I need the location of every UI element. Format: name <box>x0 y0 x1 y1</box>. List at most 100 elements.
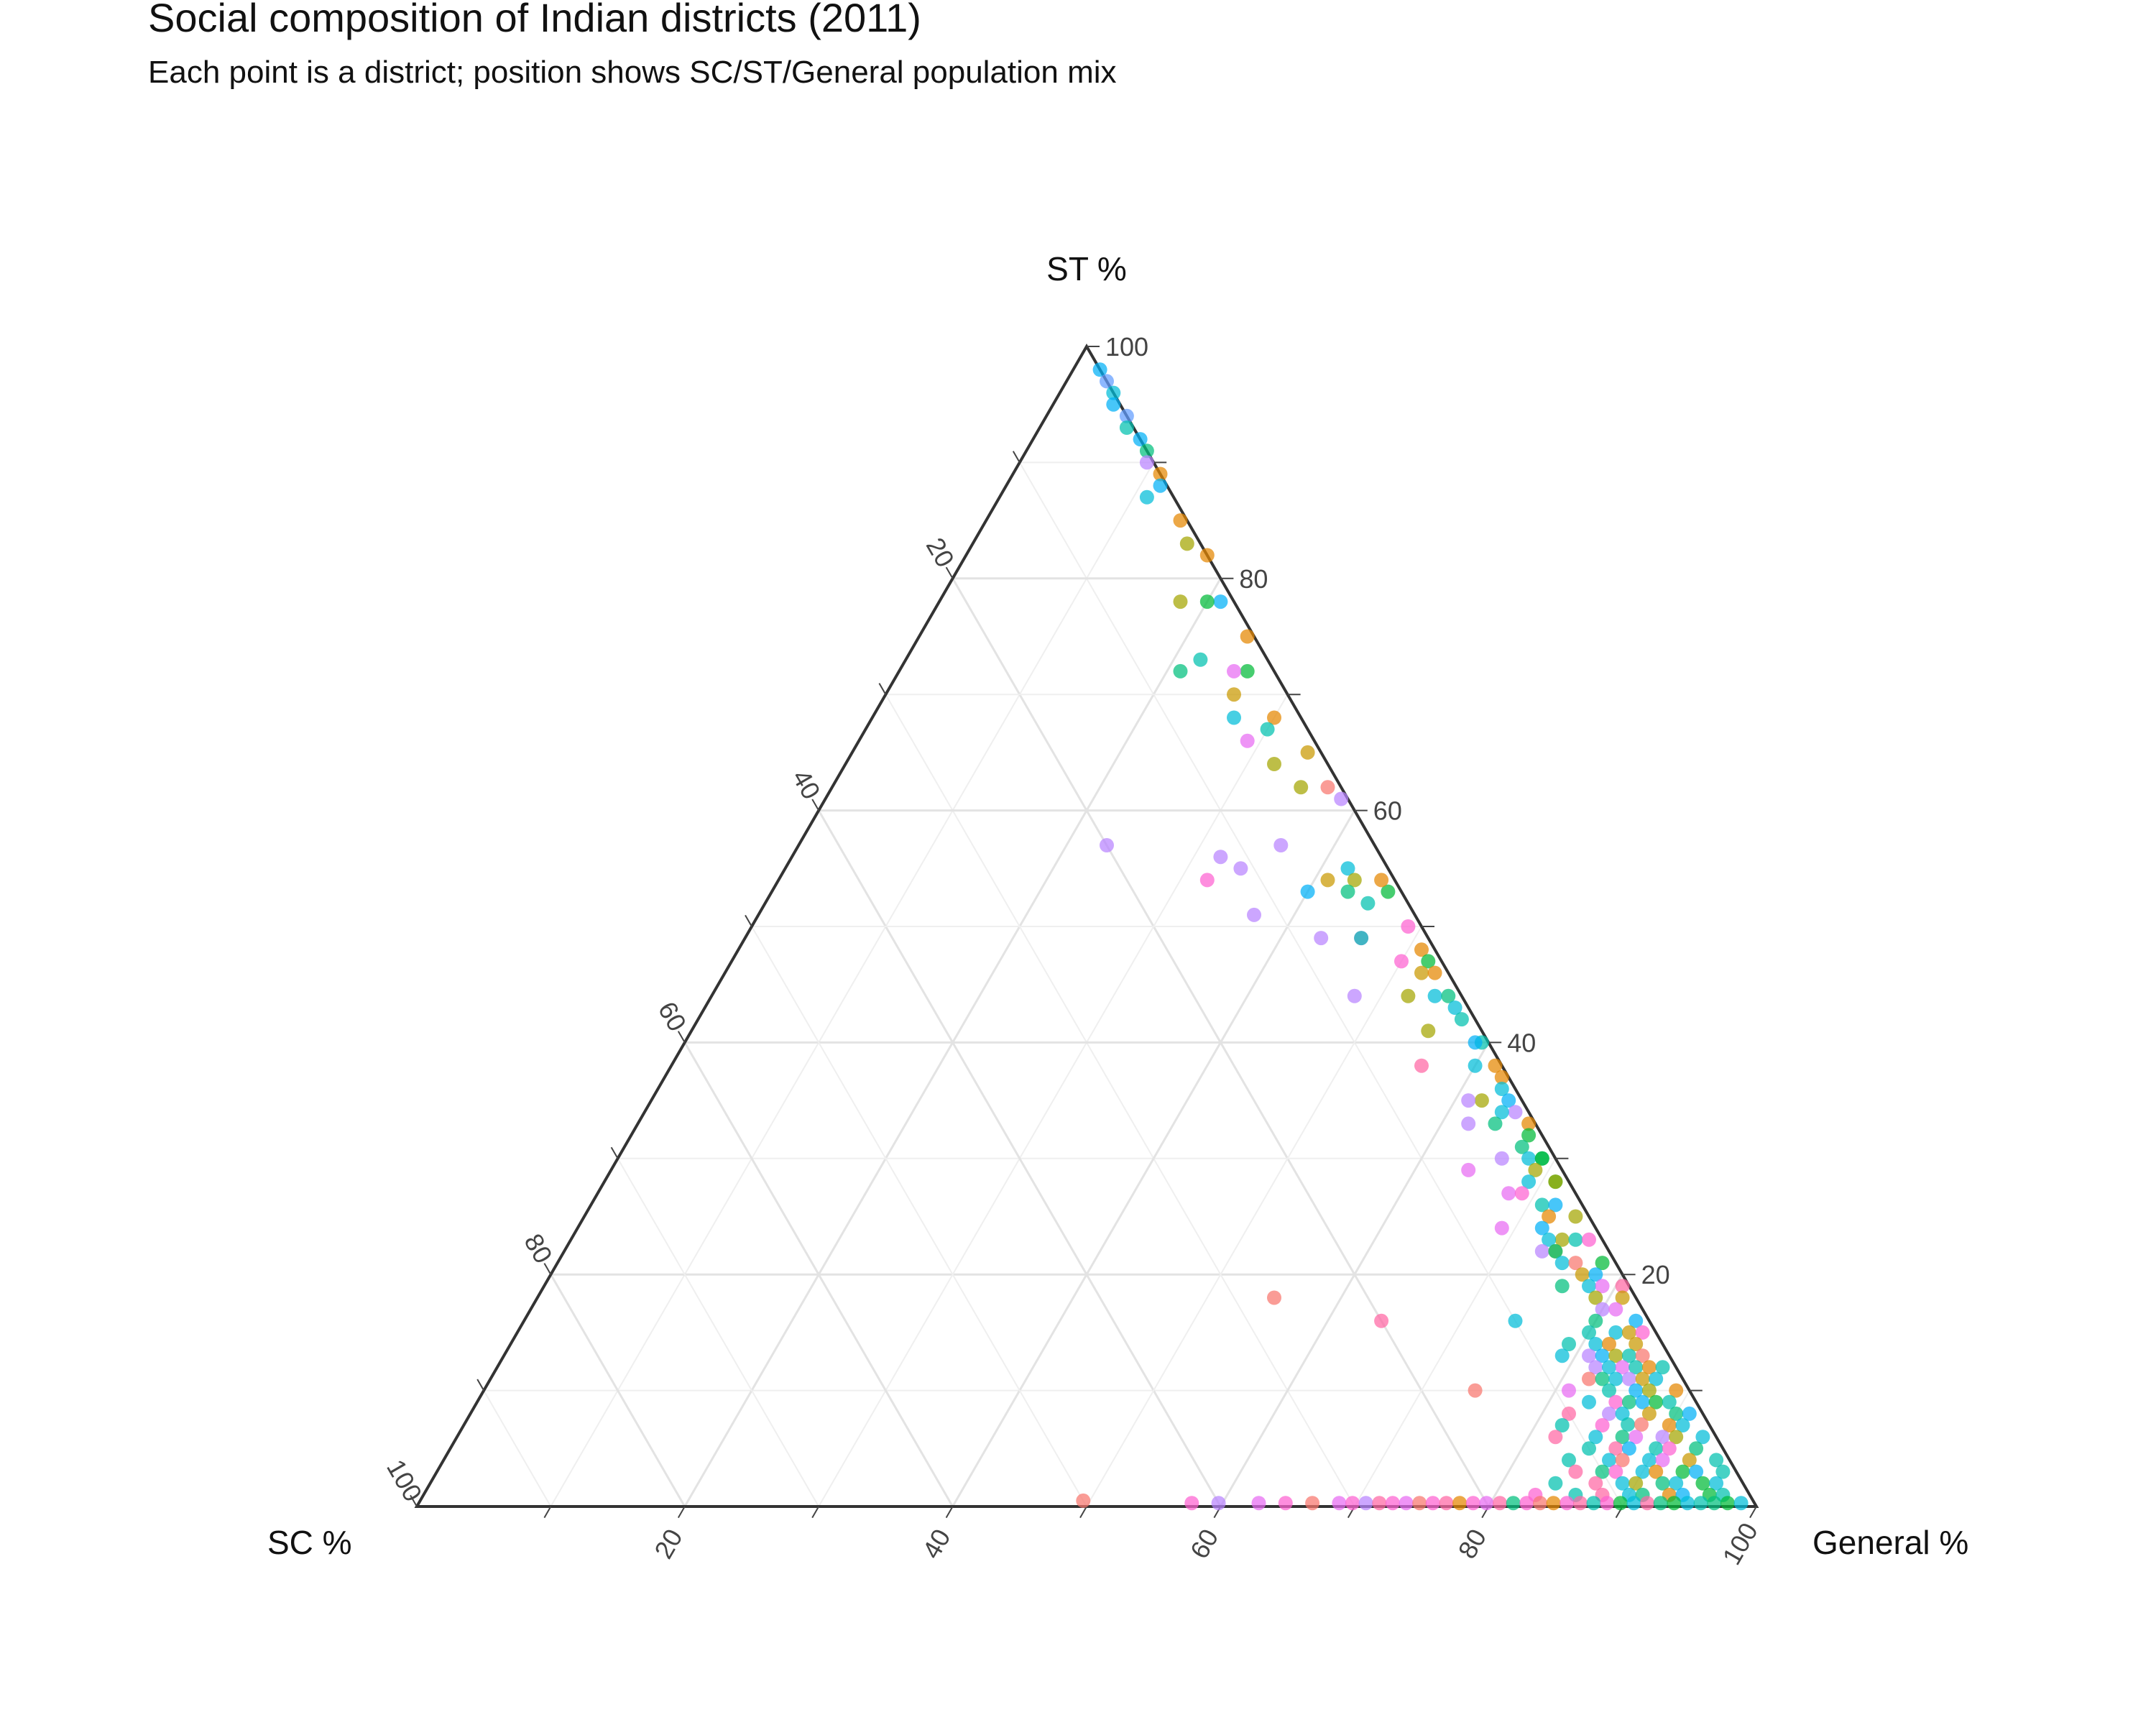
tick-label-general-80: 80 <box>1452 1524 1493 1563</box>
district-point-66 <box>1414 1058 1429 1073</box>
grid-line-sc-60 <box>683 1041 954 1507</box>
district-point-49 <box>1354 931 1369 946</box>
district-point-107 <box>1575 1267 1590 1282</box>
district-point-101 <box>1534 1243 1549 1259</box>
tick-label-sc-40: 40 <box>786 765 826 804</box>
district-point-126 <box>1562 1337 1576 1351</box>
district-point-115 <box>1615 1290 1630 1305</box>
district-point-230 <box>1425 1496 1440 1511</box>
right-axis-label: General % <box>1812 1524 1968 1561</box>
district-point-140 <box>1641 1360 1657 1375</box>
district-point-18 <box>1240 629 1255 644</box>
district-point-20 <box>1173 663 1188 678</box>
district-point-192 <box>1568 1464 1583 1479</box>
district-point-224 <box>1345 1496 1360 1511</box>
district-point-5 <box>1119 420 1134 435</box>
district-point-26 <box>1260 722 1275 737</box>
district-point-71 <box>1501 1093 1516 1108</box>
district-point-207 <box>1709 1476 1724 1491</box>
tick-sc-70 <box>610 1146 619 1159</box>
district-point-247 <box>1653 1496 1668 1511</box>
district-point-42 <box>1300 884 1315 899</box>
district-point-223 <box>1332 1496 1347 1511</box>
district-point-251 <box>1707 1496 1722 1511</box>
grid-line-general-70 <box>1353 1158 1557 1507</box>
district-point-123 <box>1608 1325 1623 1340</box>
district-point-88 <box>1548 1174 1563 1190</box>
tick-label-sc-80: 80 <box>518 1228 558 1268</box>
district-point-166 <box>1554 1418 1570 1432</box>
district-point-95 <box>1494 1220 1509 1236</box>
district-point-103 <box>1548 1243 1563 1259</box>
tick-general-100 <box>1749 1506 1757 1519</box>
district-point-219 <box>1211 1496 1226 1511</box>
district-point-19 <box>1193 652 1208 667</box>
district-point-177 <box>1669 1430 1684 1445</box>
left-axis-label: SC % <box>267 1524 352 1561</box>
district-point-125 <box>1635 1325 1650 1340</box>
district-point-164 <box>1669 1406 1684 1421</box>
district-point-99 <box>1568 1232 1583 1247</box>
district-point-79 <box>1514 1139 1529 1154</box>
district-point-39 <box>1347 873 1362 888</box>
tick-sc-80 <box>543 1263 552 1275</box>
grid-line-sc-70 <box>617 1158 820 1507</box>
district-point-78 <box>1521 1128 1537 1143</box>
district-point-60 <box>1447 1000 1462 1015</box>
district-point-120 <box>1588 1313 1603 1328</box>
district-point-8 <box>1139 455 1154 470</box>
district-point-100 <box>1582 1232 1596 1247</box>
tick-label-sc-20: 20 <box>921 533 961 572</box>
district-point-118 <box>1374 1313 1389 1328</box>
district-point-155 <box>1608 1394 1623 1409</box>
district-point-27 <box>1240 733 1255 748</box>
district-point-38 <box>1320 873 1335 888</box>
top-axis-label: ST % <box>1046 250 1127 288</box>
tick-general-20 <box>677 1506 686 1519</box>
tick-sc-30 <box>878 683 887 695</box>
district-point-65 <box>1468 1058 1483 1073</box>
district-point-242 <box>1586 1496 1601 1511</box>
district-point-182 <box>1649 1441 1664 1456</box>
district-point-157 <box>1635 1394 1650 1409</box>
district-point-31 <box>1294 780 1309 795</box>
district-point-220 <box>1251 1496 1266 1511</box>
district-point-200 <box>1548 1476 1563 1491</box>
district-point-253 <box>1733 1496 1749 1511</box>
district-point-228 <box>1399 1496 1414 1511</box>
district-point-77 <box>1521 1116 1537 1131</box>
district-point-231 <box>1439 1496 1454 1511</box>
tick-label-general-40: 40 <box>916 1524 957 1563</box>
grid-line-sc-10 <box>1018 461 1623 1507</box>
district-point-172 <box>1548 1430 1563 1445</box>
district-point-44 <box>1360 896 1376 911</box>
district-point-241 <box>1572 1496 1588 1511</box>
district-point-113 <box>1267 1290 1281 1305</box>
district-point-204 <box>1655 1476 1670 1491</box>
district-point-98 <box>1542 1232 1557 1247</box>
district-point-127 <box>1588 1337 1603 1351</box>
district-point-0 <box>1092 362 1107 377</box>
district-point-196 <box>1649 1464 1664 1479</box>
grid-line-sc-50 <box>751 926 1087 1507</box>
district-point-244 <box>1613 1496 1628 1511</box>
district-point-57 <box>1347 988 1362 1003</box>
district-point-17 <box>1199 594 1215 610</box>
grid-line-general-50 <box>1086 926 1422 1507</box>
district-point-119 <box>1508 1313 1523 1328</box>
district-point-238 <box>1533 1496 1547 1511</box>
district-point-245 <box>1626 1496 1641 1511</box>
tick-label-general-20: 20 <box>648 1524 688 1563</box>
district-point-185 <box>1562 1453 1576 1468</box>
district-point-130 <box>1554 1348 1570 1363</box>
district-point-139 <box>1628 1360 1644 1375</box>
district-point-58 <box>1427 988 1442 1003</box>
district-point-175 <box>1628 1430 1644 1445</box>
district-point-229 <box>1412 1496 1427 1511</box>
tick-sc-10 <box>1012 451 1021 463</box>
district-point-226 <box>1372 1496 1387 1511</box>
district-point-116 <box>1595 1302 1610 1317</box>
district-point-41 <box>1340 884 1355 899</box>
grid-line-general-60 <box>1220 1041 1490 1507</box>
